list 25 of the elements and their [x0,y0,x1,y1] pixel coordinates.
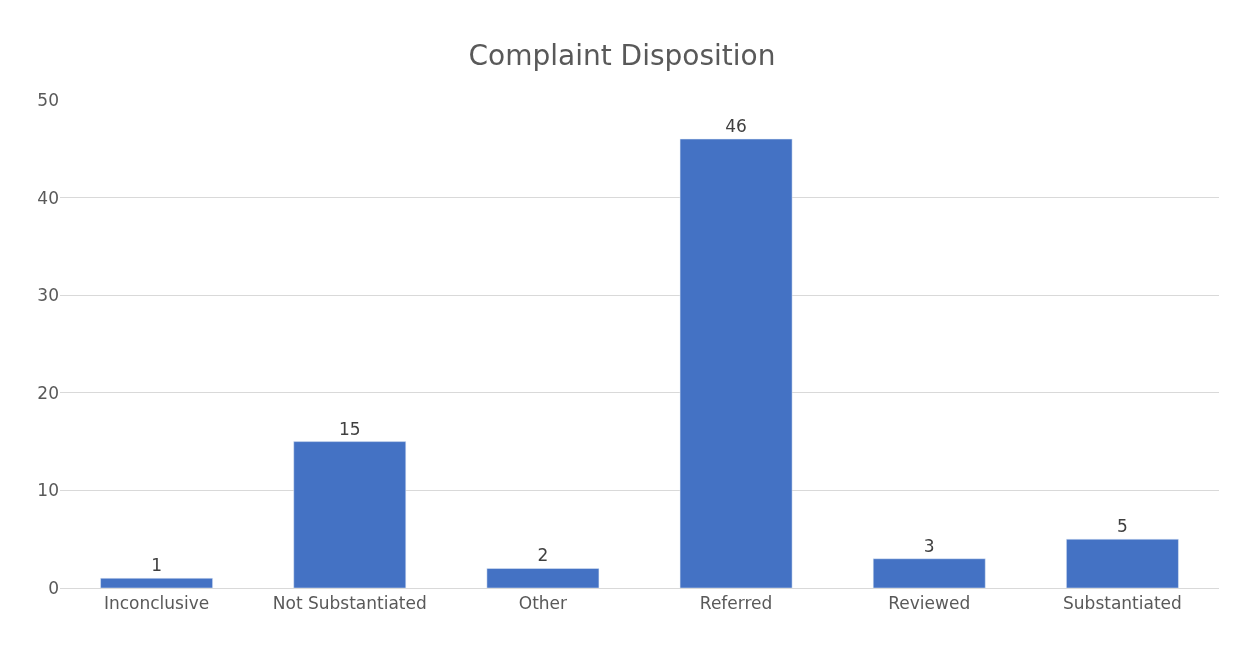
x-tick-label: Reviewed [888,593,971,614]
bar [872,558,986,588]
bar [679,138,793,588]
y-tick-label: 0 [48,577,59,598]
data-label: 1 [151,555,162,576]
y-tick-label: 50 [37,89,59,110]
data-label: 5 [1117,516,1128,537]
x-tick-label: Referred [699,593,773,614]
bar [1066,538,1179,588]
bar [486,568,600,588]
data-label: 3 [923,535,935,556]
chart-title: Complaint Disposition [468,38,776,72]
x-tick-label: Other [518,593,568,614]
x-tick-label: Substantiated [1063,593,1182,614]
bar [293,441,407,588]
y-tick-label: 20 [37,382,59,403]
data-label: 46 [725,116,747,137]
data-label: 2 [537,545,549,566]
x-tick-label: Inconclusive [103,593,210,614]
y-tick-label: 10 [37,480,59,501]
y-tick-label: 40 [37,187,59,208]
y-tick-label: 30 [37,285,59,306]
data-label: 15 [338,418,361,439]
bar [100,577,213,588]
x-tick-label: Not Substantiated [272,593,427,614]
